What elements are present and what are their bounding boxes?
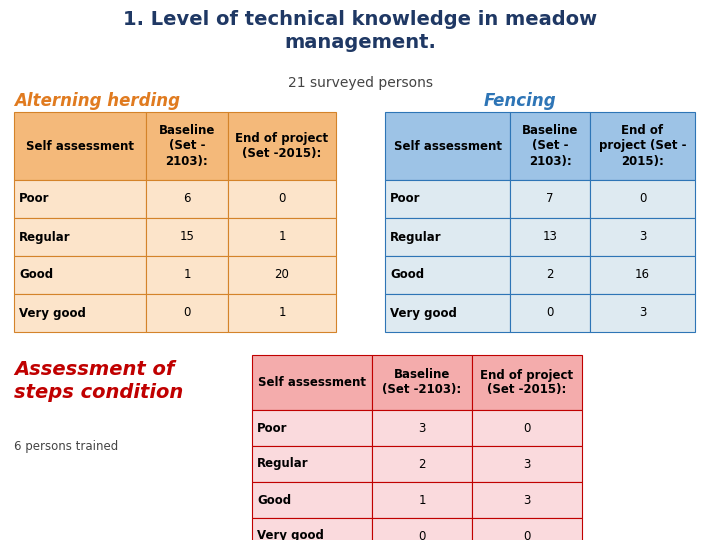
Bar <box>385 112 510 180</box>
Text: 0: 0 <box>184 307 191 320</box>
Text: 3: 3 <box>523 494 531 507</box>
Bar <box>590 180 695 218</box>
Bar <box>146 294 228 332</box>
Text: Very good: Very good <box>390 307 457 320</box>
Text: 1: 1 <box>418 494 426 507</box>
Text: Self assessment: Self assessment <box>258 376 366 389</box>
Bar <box>510 218 590 256</box>
Text: Self assessment: Self assessment <box>394 139 502 152</box>
Text: 3: 3 <box>418 422 426 435</box>
Bar <box>146 218 228 256</box>
Bar <box>472 410 582 446</box>
Bar <box>590 112 695 180</box>
Text: 0: 0 <box>546 307 554 320</box>
Text: Assessment of
steps condition: Assessment of steps condition <box>14 360 184 402</box>
Bar <box>372 446 472 482</box>
Text: Good: Good <box>390 268 424 281</box>
Text: Fencing: Fencing <box>484 92 557 110</box>
Text: 3: 3 <box>523 457 531 470</box>
Text: 2: 2 <box>546 268 554 281</box>
Bar <box>252 482 372 518</box>
Bar <box>372 410 472 446</box>
Bar <box>472 482 582 518</box>
Text: 2: 2 <box>418 457 426 470</box>
Bar <box>372 482 472 518</box>
Bar <box>228 180 336 218</box>
Bar <box>372 355 472 410</box>
Text: End of
project (Set -
2015):: End of project (Set - 2015): <box>599 125 686 167</box>
Bar <box>14 256 146 294</box>
Bar <box>146 112 228 180</box>
Bar <box>385 294 510 332</box>
Bar <box>510 294 590 332</box>
Bar <box>146 256 228 294</box>
Text: 7: 7 <box>546 192 554 206</box>
Text: Very good: Very good <box>257 530 324 540</box>
Text: 3: 3 <box>639 231 646 244</box>
Bar <box>510 256 590 294</box>
Text: 1: 1 <box>278 231 286 244</box>
Bar <box>14 218 146 256</box>
Text: 0: 0 <box>279 192 286 206</box>
Text: 3: 3 <box>639 307 646 320</box>
Text: Regular: Regular <box>257 457 309 470</box>
Bar <box>252 410 372 446</box>
Text: 0: 0 <box>639 192 646 206</box>
Text: 1: 1 <box>278 307 286 320</box>
Bar <box>372 518 472 540</box>
Text: Very good: Very good <box>19 307 86 320</box>
Text: Baseline
(Set -2103):: Baseline (Set -2103): <box>382 368 462 396</box>
Bar <box>590 294 695 332</box>
Bar <box>252 446 372 482</box>
Text: 6 persons trained: 6 persons trained <box>14 440 118 453</box>
Text: 21 surveyed persons: 21 surveyed persons <box>287 76 433 90</box>
Text: 0: 0 <box>418 530 426 540</box>
Text: Baseline
(Set -
2103):: Baseline (Set - 2103): <box>522 125 578 167</box>
Text: 6: 6 <box>184 192 191 206</box>
Text: Good: Good <box>257 494 291 507</box>
Bar <box>252 518 372 540</box>
Text: Self assessment: Self assessment <box>26 139 134 152</box>
Bar <box>228 112 336 180</box>
Text: 20: 20 <box>274 268 289 281</box>
Bar <box>228 256 336 294</box>
Bar <box>385 180 510 218</box>
Text: Poor: Poor <box>19 192 50 206</box>
Bar <box>510 180 590 218</box>
Bar <box>385 256 510 294</box>
Bar <box>590 218 695 256</box>
Bar <box>14 112 146 180</box>
Bar <box>14 294 146 332</box>
Text: 1: 1 <box>184 268 191 281</box>
Text: Regular: Regular <box>19 231 71 244</box>
Text: End of project
(Set -2015):: End of project (Set -2015): <box>235 132 328 160</box>
Text: Good: Good <box>19 268 53 281</box>
Bar <box>252 355 372 410</box>
Text: Regular: Regular <box>390 231 441 244</box>
Bar <box>146 180 228 218</box>
Bar <box>228 294 336 332</box>
Text: Poor: Poor <box>390 192 420 206</box>
Text: 1. Level of technical knowledge in meadow
management.: 1. Level of technical knowledge in meado… <box>123 10 597 52</box>
Text: Alterning herding: Alterning herding <box>14 92 180 110</box>
Text: Baseline
(Set -
2103):: Baseline (Set - 2103): <box>159 125 215 167</box>
Bar <box>472 518 582 540</box>
Text: 0: 0 <box>523 530 531 540</box>
Text: End of project
(Set -2015):: End of project (Set -2015): <box>480 368 574 396</box>
Bar <box>385 218 510 256</box>
Text: 0: 0 <box>523 422 531 435</box>
Bar <box>590 256 695 294</box>
Bar <box>510 112 590 180</box>
Bar <box>472 355 582 410</box>
Text: 16: 16 <box>635 268 650 281</box>
Text: Poor: Poor <box>257 422 287 435</box>
Bar <box>472 446 582 482</box>
Text: 15: 15 <box>179 231 194 244</box>
Bar <box>228 218 336 256</box>
Bar <box>14 180 146 218</box>
Text: 13: 13 <box>543 231 557 244</box>
